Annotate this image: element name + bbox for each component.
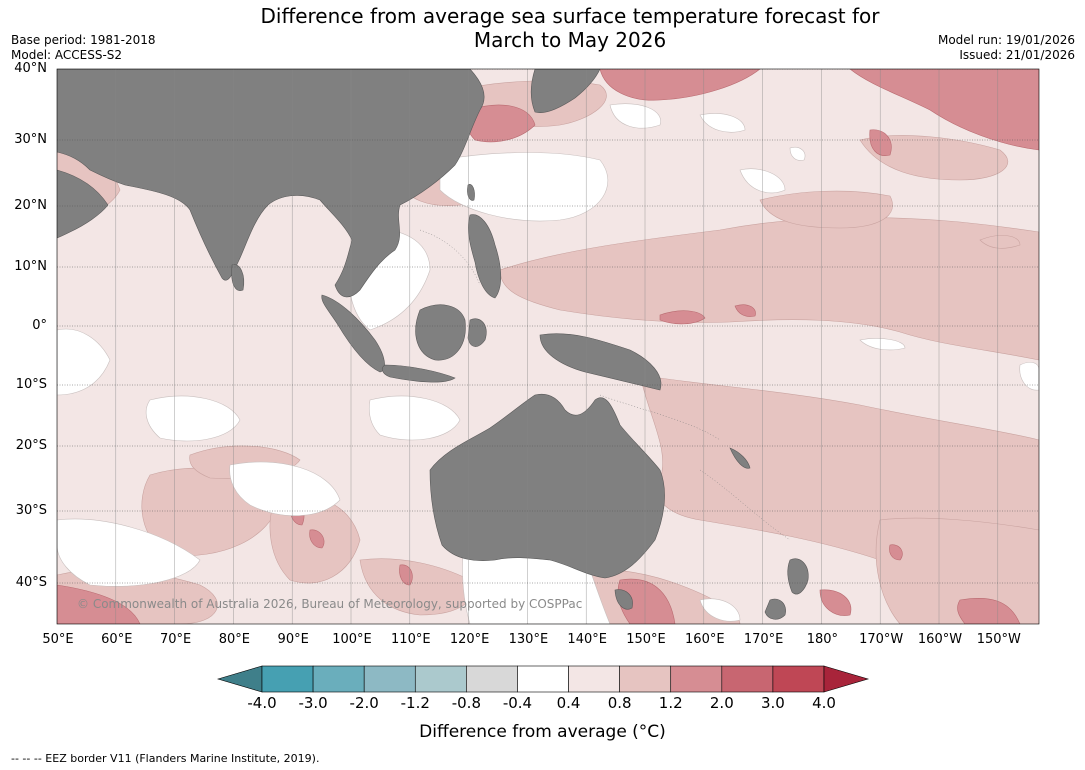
- longitude-label: 130°E: [508, 632, 549, 647]
- colorbar-tick-label: -1.2: [400, 694, 430, 712]
- longitude-label: 60°E: [101, 632, 133, 647]
- latitude-label: 10°S: [15, 377, 47, 392]
- model-run: Model run: 19/01/2026: [937, 33, 1075, 47]
- longitude-label: 160°E: [685, 632, 725, 647]
- colorbar-tick-label: -0.8: [451, 694, 481, 712]
- longitude-label: 110°E: [391, 632, 431, 647]
- longitude-label: 80°E: [218, 632, 251, 647]
- colorbar: [216, 665, 870, 693]
- map-panel: [57, 69, 1039, 624]
- longitude-label: 160°W: [917, 632, 963, 647]
- run-info: Model run: 19/01/2026 Issued: 21/01/2026: [938, 33, 1075, 63]
- colorbar-segment: [312, 665, 365, 693]
- longitude-label: 150°W: [976, 632, 1021, 647]
- colorbar-segment: [619, 665, 672, 693]
- latitude-label: 10°N: [14, 259, 47, 274]
- longitude-label: 170°E: [743, 632, 784, 647]
- longitude-label: 90°E: [277, 632, 309, 647]
- colorbar-tick-label: 4.0: [812, 694, 836, 712]
- colorbar-tick-label: 1.2: [658, 694, 683, 712]
- map-frame: [56, 68, 1040, 625]
- land: [57, 69, 809, 620]
- colorbar-tick-label: 0.4: [556, 694, 581, 712]
- latitude-label: 40°N: [14, 61, 47, 76]
- latitude-label: 30°S: [15, 503, 47, 518]
- copyright-notice: © Commonwealth of Australia 2026, Bureau…: [77, 597, 583, 611]
- latitude-label: 20°N: [14, 198, 47, 213]
- colorbar-extend-low: [216, 665, 263, 693]
- colorbar-segment: [772, 665, 825, 693]
- longitude-label: 100°E: [332, 632, 372, 647]
- longitude-label: 70°E: [159, 632, 192, 647]
- longitude-label: 180°: [806, 632, 839, 647]
- longitude-label: 50°E: [42, 632, 74, 647]
- near-normal-regions: [57, 103, 1039, 624]
- colorbar-extend-high: [823, 665, 870, 693]
- title-line-1: Difference from average sea surface temp…: [260, 4, 880, 28]
- title-line-2: March to May 2026: [473, 28, 667, 52]
- longitude-label: 150°E: [626, 632, 666, 647]
- colorbar-segment: [261, 665, 314, 693]
- colorbar-tick-label: 2.0: [709, 694, 734, 712]
- colorbar-label: Difference from average (°C): [419, 722, 666, 742]
- eez-borders: [419, 229, 791, 541]
- colorbar-tick-label: -4.0: [247, 694, 277, 712]
- colorbar-tick-label: -3.0: [298, 694, 328, 712]
- latitude-label: 0°: [32, 318, 47, 333]
- model-info: Base period: 1981-2018 Model: ACCESS-S2: [11, 33, 156, 63]
- base-period: Base period: 1981-2018: [11, 33, 156, 47]
- colorbar-tick-label: 3.0: [760, 694, 785, 712]
- colorbar-segment: [721, 665, 774, 693]
- latitude-label: 30°N: [14, 132, 47, 147]
- strong-warm-anomaly-regions: [57, 69, 1039, 624]
- latitude-label: 20°S: [15, 438, 47, 453]
- map-title: Difference from average sea surface temp…: [220, 4, 920, 52]
- eez-footnote: -- -- -- EEZ border V11 (Flanders Marine…: [11, 752, 320, 765]
- issued-date: Issued: 21/01/2026: [959, 48, 1075, 62]
- model-name: Model: ACCESS-S2: [11, 48, 123, 62]
- longitude-label: 140°E: [567, 632, 607, 647]
- latitude-label: 40°S: [15, 575, 47, 590]
- colorbar-tick-label: -0.4: [502, 694, 533, 712]
- colorbar-segment: [670, 665, 723, 693]
- longitude-label: 120°E: [449, 632, 490, 647]
- colorbar-segment: [517, 665, 569, 693]
- colorbar-tick-label: 0.8: [607, 694, 632, 712]
- colorbar-tick-label: -2.0: [349, 694, 379, 712]
- longitude-label: 170°W: [859, 632, 904, 647]
- colorbar-segment: [568, 665, 620, 693]
- colorbar-segment: [363, 665, 416, 693]
- colorbar-segment: [466, 665, 518, 693]
- graticule: [57, 69, 1039, 624]
- colorbar-segment: [414, 665, 467, 693]
